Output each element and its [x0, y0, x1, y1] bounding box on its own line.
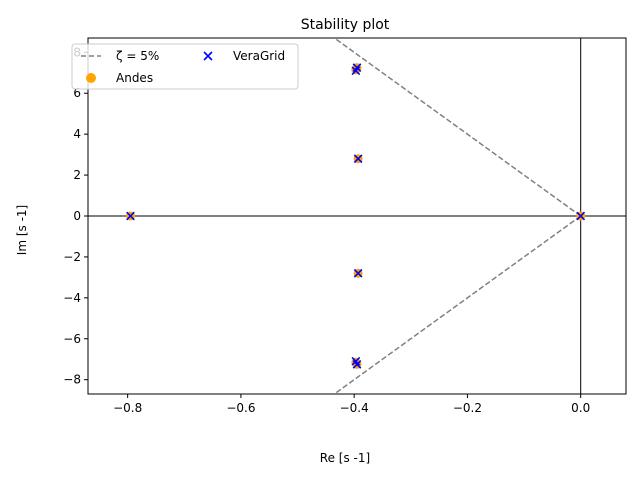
- legend: ζ = 5% Andes VeraGrid: [71, 43, 299, 90]
- x-axis-label: Re [s -1]: [320, 451, 370, 465]
- veragrid-point-1: [353, 154, 363, 164]
- veragrid-point-4: [352, 63, 362, 73]
- legend-damping-label: ζ = 5%: [116, 49, 159, 63]
- veragrid-point-7: [576, 211, 586, 221]
- legend-box: [71, 43, 299, 90]
- y-tick-label: −8: [63, 373, 81, 387]
- series-veragrid: [126, 63, 586, 369]
- x-axis-ticks: −0.8 −0.6 −0.4 −0.2 0.0: [113, 394, 590, 415]
- y-tick-label: 4: [73, 127, 81, 141]
- y-tick-label: −6: [63, 332, 81, 346]
- x-tick-label: −0.8: [113, 401, 142, 415]
- chart-title: Stability plot: [301, 17, 390, 33]
- legend-veragrid-label: VeraGrid: [233, 49, 285, 63]
- x-tick-label: −0.4: [340, 401, 369, 415]
- y-tick-label: −4: [63, 291, 81, 305]
- x-tick-label: 0.0: [571, 401, 590, 415]
- x-tick-label: −0.2: [453, 401, 482, 415]
- legend-andes-label: Andes: [116, 71, 153, 85]
- plot-area: [88, 38, 626, 394]
- veragrid-point-2: [353, 268, 363, 278]
- veragrid-point-6: [352, 359, 362, 369]
- y-tick-label: 2: [73, 168, 81, 182]
- y-axis-ticks: 86420−2−4−6−8: [63, 45, 88, 387]
- y-tick-label: 6: [73, 86, 81, 100]
- legend-andes-marker: [86, 73, 96, 83]
- y-axis-label: Im [s -1]: [15, 205, 29, 255]
- legend-veragrid-marker: [203, 51, 213, 61]
- damping-line-lower: [333, 215, 582, 394]
- damping-line-upper: [333, 38, 582, 217]
- y-tick-label: −2: [63, 250, 81, 264]
- x-tick-label: −0.6: [226, 401, 255, 415]
- veragrid-point-0: [126, 211, 135, 221]
- y-tick-label: 0: [73, 209, 81, 223]
